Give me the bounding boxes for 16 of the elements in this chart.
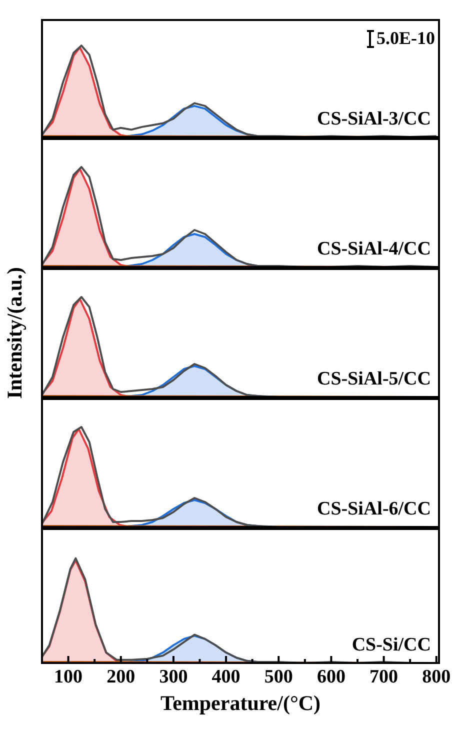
x-tick-label: 600 [316,666,346,688]
x-tick-label: 500 [264,666,293,688]
x-tick-label: 400 [212,666,240,688]
x-axis-title: Temperature/(°C) [160,690,321,715]
x-tick-label: 700 [370,666,398,688]
annotation: 5.0E-10 [376,28,435,49]
x-tick-label: 300 [159,666,188,688]
x-tick-label: 200 [106,666,136,688]
x-tick-label: 800 [422,666,451,688]
annotation: CS-SiAl-3/CC [316,108,431,130]
annotation: CS-Si/CC [352,634,431,656]
x-tick-label: 100 [54,666,83,688]
y-axis-title: Intensity/(a.u.) [2,267,28,399]
annotation: CS-SiAl-4/CC [316,238,431,260]
annotation: CS-SiAl-5/CC [316,368,431,390]
annotation: CS-SiAl-6/CC [316,498,431,520]
